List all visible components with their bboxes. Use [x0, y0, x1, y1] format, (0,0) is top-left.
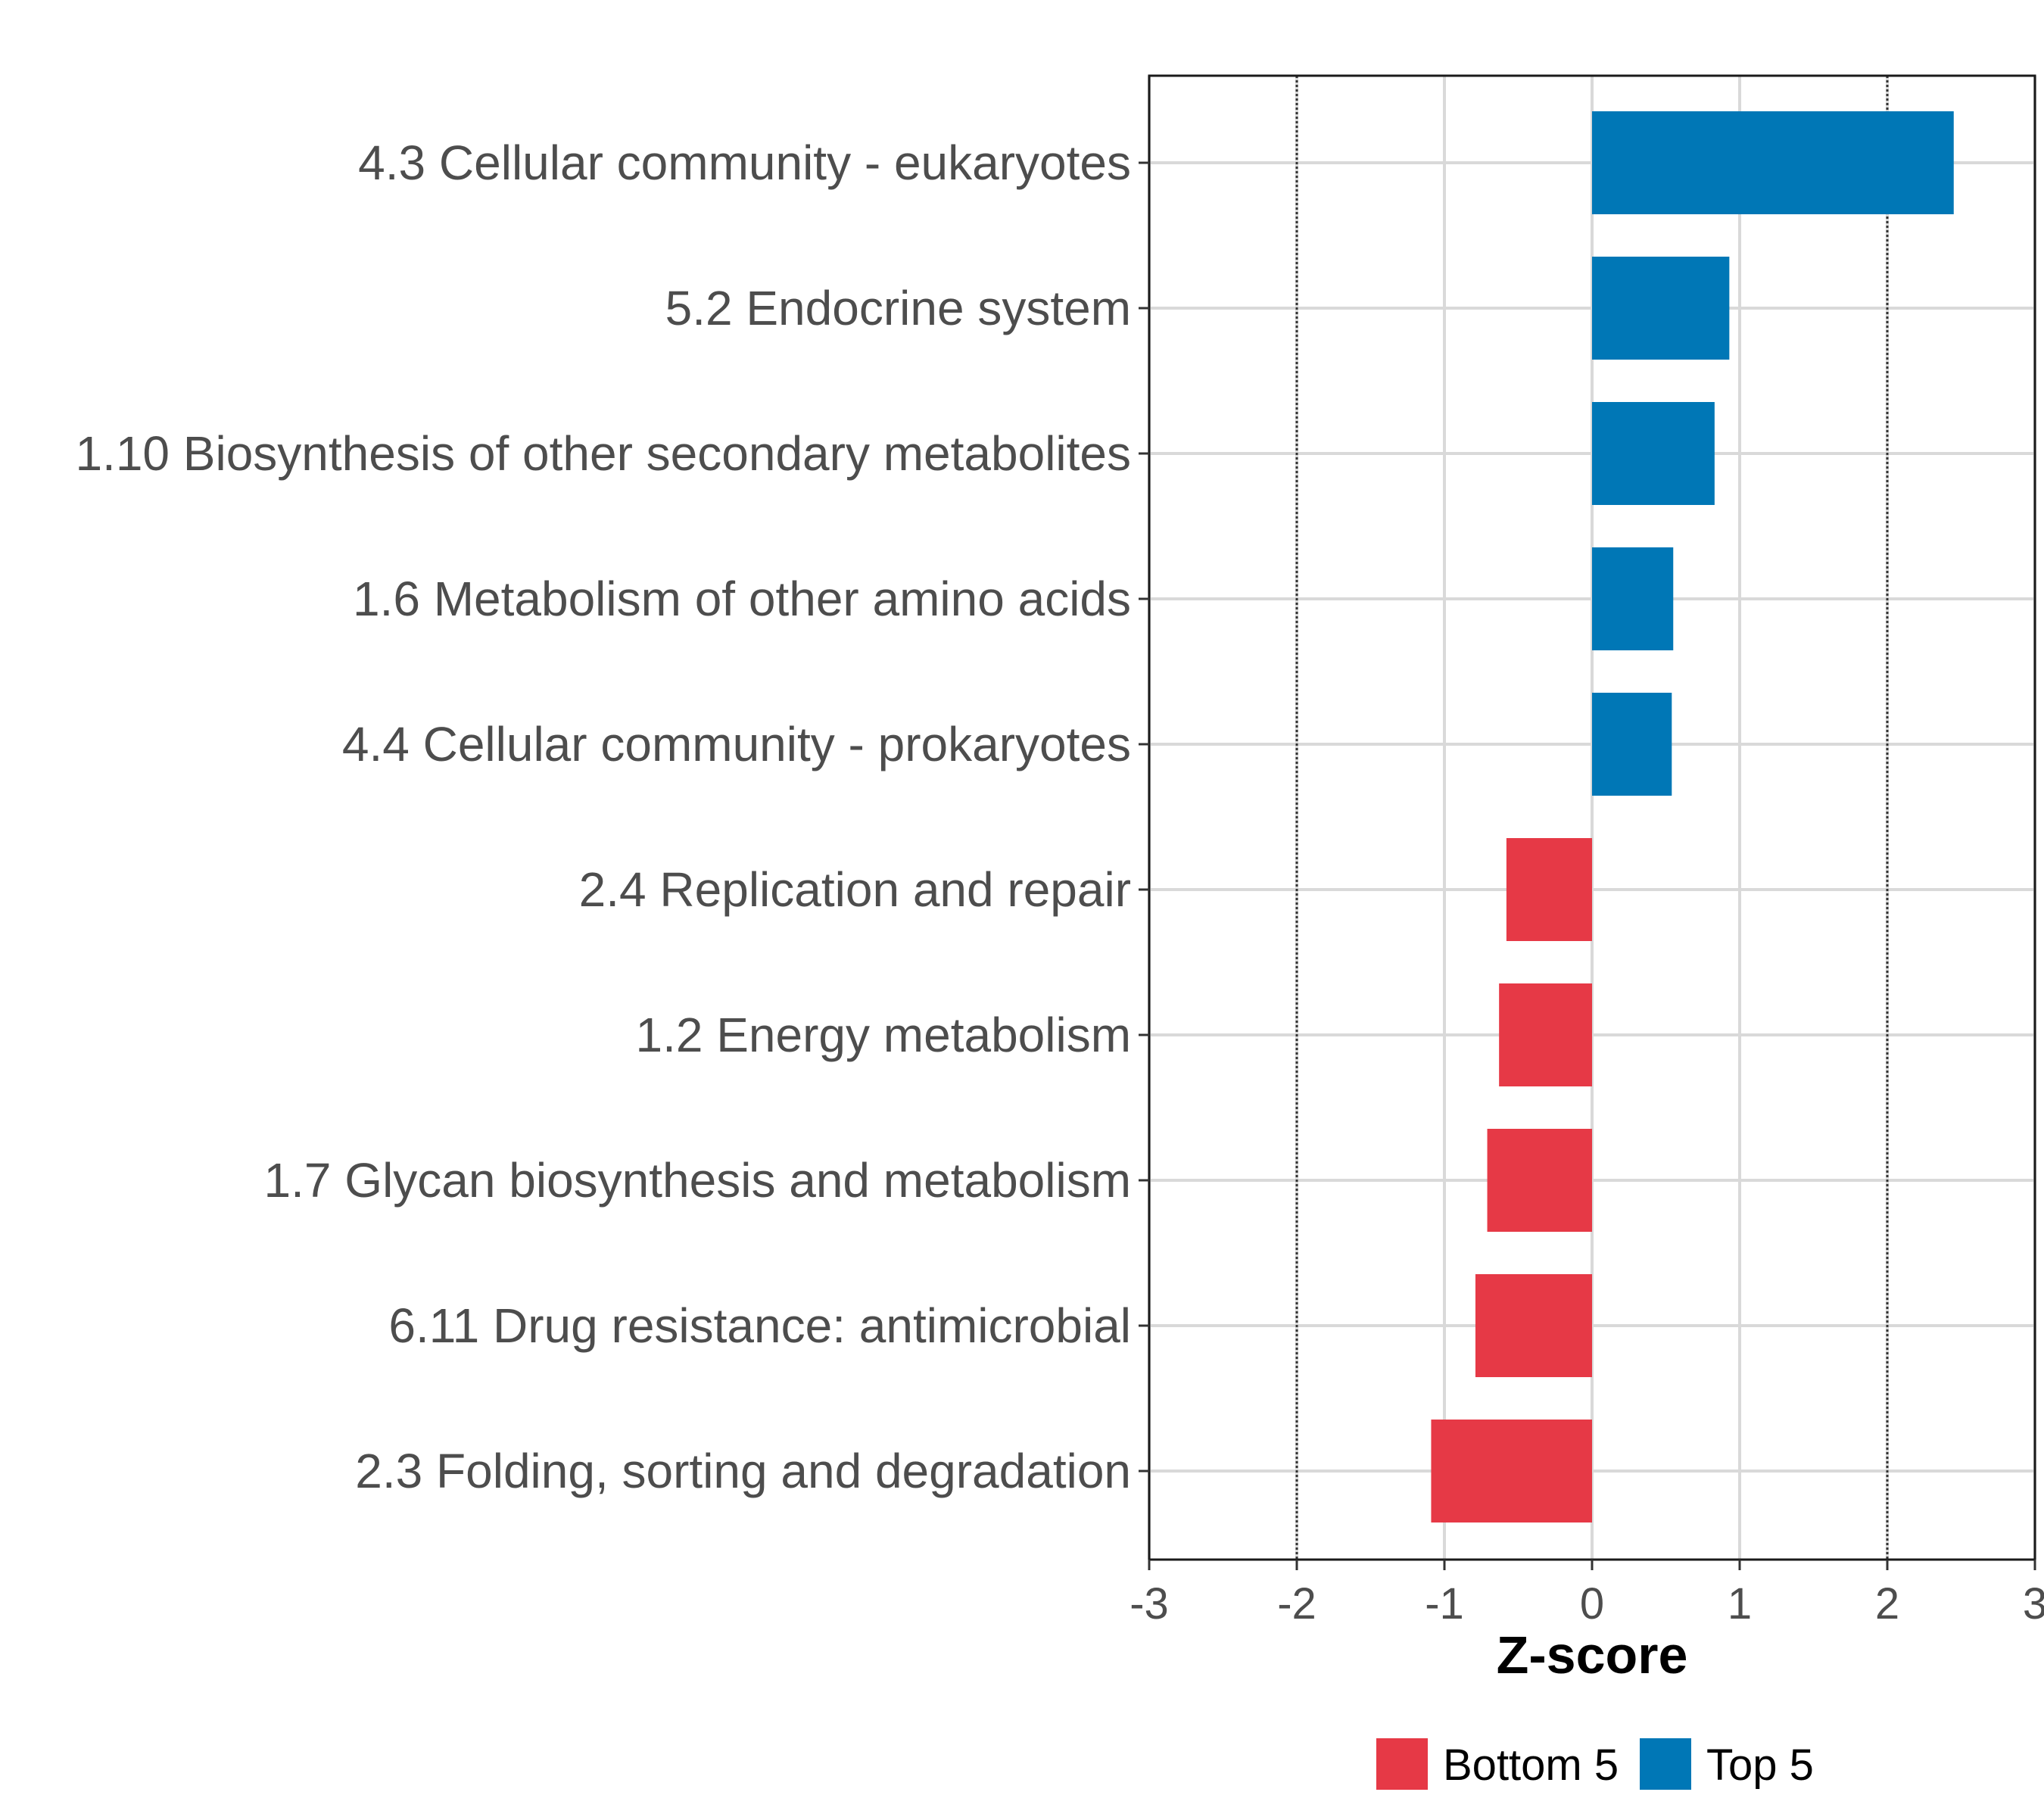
x-tick-label: 1 — [1728, 1579, 1752, 1628]
y-tick-label: 1.7 Glycan biosynthesis and metabolism — [264, 1153, 1131, 1208]
y-tick-label: 2.4 Replication and repair — [579, 862, 1131, 917]
y-tick-label: 1.6 Metabolism of other amino acids — [353, 572, 1131, 626]
bar — [1475, 1274, 1592, 1377]
bar — [1592, 257, 1730, 360]
bar — [1592, 547, 1674, 650]
x-tick-label: -3 — [1129, 1579, 1169, 1628]
legend-label: Bottom 5 — [1443, 1741, 1619, 1790]
bar — [1506, 838, 1592, 941]
x-axis-title: Z-score — [1497, 1625, 1688, 1685]
legend-swatch — [1640, 1738, 1691, 1790]
x-tick-label: 3 — [2023, 1579, 2044, 1628]
x-tick-label: 0 — [1580, 1579, 1604, 1628]
legend-label: Top 5 — [1706, 1741, 1814, 1790]
bar — [1592, 402, 1715, 505]
y-tick-label: 6.11 Drug resistance: antimicrobial — [388, 1298, 1131, 1353]
bar — [1431, 1420, 1592, 1522]
x-axis: -3 -2 -1 0 1 2 3 — [1129, 1560, 2044, 1628]
y-tick-label: 4.4 Cellular community - prokaryotes — [342, 717, 1131, 771]
bar — [1592, 693, 1672, 796]
bars — [1431, 111, 1954, 1522]
y-tick-label: 1.10 Biosynthesis of other secondary met… — [75, 426, 1131, 481]
x-tick-label: -2 — [1277, 1579, 1316, 1628]
y-tick-label: 1.2 Energy metabolism — [635, 1008, 1131, 1062]
reference-lines — [1295, 76, 1889, 1560]
legend-swatch — [1376, 1738, 1428, 1790]
y-tick-label: 4.3 Cellular community - eukaryotes — [358, 136, 1131, 190]
x-tick-label: 2 — [1875, 1579, 1899, 1628]
legend: Bottom 5 Top 5 — [1376, 1738, 1814, 1790]
bar — [1487, 1129, 1592, 1232]
y-tick-label: 5.2 Endocrine system — [665, 281, 1131, 335]
y-tick-label: 2.3 Folding, sorting and degradation — [355, 1444, 1131, 1498]
bar — [1499, 983, 1592, 1086]
y-axis: 4.3 Cellular community - eukaryotes 5.2 E… — [75, 136, 1149, 1498]
bar — [1592, 111, 1954, 214]
x-tick-label: -1 — [1425, 1579, 1464, 1628]
